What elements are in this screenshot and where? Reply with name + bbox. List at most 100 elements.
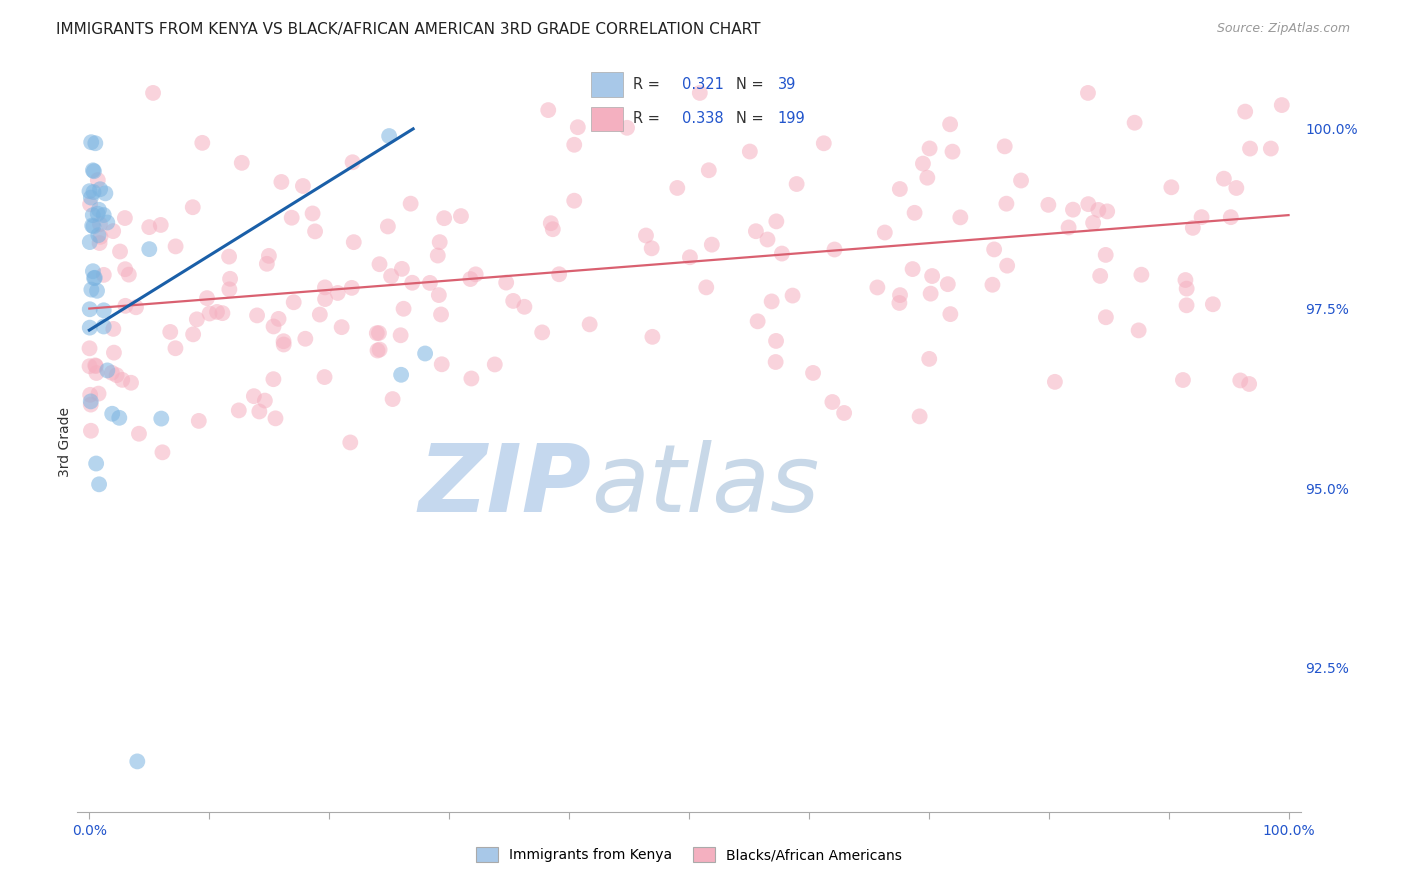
Point bbox=[86, 366, 108, 380]
Point bbox=[745, 224, 768, 238]
Point bbox=[427, 288, 450, 302]
Point bbox=[1219, 210, 1241, 224]
Point bbox=[666, 181, 689, 195]
Point bbox=[89, 182, 111, 196]
Point bbox=[314, 370, 336, 384]
Point bbox=[82, 208, 104, 222]
Point bbox=[1174, 273, 1197, 287]
Point bbox=[89, 217, 111, 231]
Point bbox=[93, 208, 115, 222]
Point bbox=[381, 392, 404, 406]
Point bbox=[1181, 220, 1204, 235]
Text: atlas: atlas bbox=[591, 441, 820, 532]
Point bbox=[94, 186, 117, 201]
Point bbox=[219, 272, 242, 286]
Point bbox=[413, 346, 436, 360]
Point bbox=[1057, 220, 1080, 235]
Point bbox=[262, 372, 284, 386]
Point bbox=[401, 276, 423, 290]
Point bbox=[1175, 282, 1198, 296]
Point bbox=[1175, 298, 1198, 312]
Point bbox=[634, 228, 657, 243]
Point bbox=[79, 359, 101, 374]
Point bbox=[738, 145, 761, 159]
Point bbox=[247, 404, 270, 418]
Point bbox=[484, 358, 506, 372]
Point bbox=[389, 368, 412, 382]
Text: 39: 39 bbox=[778, 78, 796, 93]
Point bbox=[1128, 323, 1150, 337]
Point bbox=[1010, 173, 1032, 187]
Point bbox=[138, 242, 160, 256]
Point bbox=[195, 291, 218, 305]
Point bbox=[231, 156, 253, 170]
Point bbox=[540, 216, 562, 230]
Point bbox=[103, 345, 125, 359]
Point bbox=[936, 277, 959, 292]
Point bbox=[1171, 373, 1194, 387]
Point bbox=[824, 243, 846, 257]
Text: N =: N = bbox=[737, 112, 763, 127]
Point bbox=[1229, 374, 1251, 388]
Point bbox=[80, 135, 103, 149]
Point bbox=[211, 306, 233, 320]
Point bbox=[343, 235, 366, 249]
Point bbox=[339, 435, 361, 450]
Text: N =: N = bbox=[737, 78, 763, 93]
Point bbox=[801, 366, 824, 380]
Point bbox=[205, 305, 228, 319]
Point bbox=[128, 426, 150, 441]
Point bbox=[995, 196, 1018, 211]
Point bbox=[87, 477, 110, 491]
Point bbox=[1271, 98, 1294, 112]
Point bbox=[198, 306, 221, 320]
Point bbox=[981, 277, 1004, 292]
Point bbox=[813, 136, 835, 151]
Text: R =: R = bbox=[633, 112, 664, 127]
Point bbox=[765, 214, 787, 228]
Point bbox=[1043, 375, 1066, 389]
Point bbox=[186, 312, 208, 326]
Point bbox=[578, 318, 600, 332]
Point bbox=[246, 309, 269, 323]
Point bbox=[939, 307, 962, 321]
Point bbox=[93, 319, 115, 334]
Point bbox=[821, 395, 844, 409]
Point bbox=[125, 300, 148, 314]
Point bbox=[616, 120, 638, 135]
Point bbox=[159, 325, 181, 339]
Point bbox=[82, 163, 104, 178]
Point bbox=[770, 246, 793, 260]
Point bbox=[82, 185, 104, 199]
Point bbox=[495, 276, 517, 290]
Point bbox=[430, 357, 453, 371]
Point bbox=[366, 326, 388, 341]
Point bbox=[257, 249, 280, 263]
Text: 0.321: 0.321 bbox=[682, 78, 724, 93]
Point bbox=[1094, 248, 1116, 262]
Point bbox=[368, 343, 391, 357]
Point bbox=[949, 211, 972, 225]
Point bbox=[761, 294, 783, 309]
FancyBboxPatch shape bbox=[591, 107, 623, 131]
Point bbox=[218, 250, 240, 264]
Point bbox=[1088, 268, 1111, 283]
Point bbox=[96, 215, 118, 229]
Point bbox=[79, 388, 101, 402]
Point bbox=[142, 86, 165, 100]
Point bbox=[1239, 142, 1261, 156]
Point bbox=[541, 222, 564, 236]
Point bbox=[1038, 198, 1060, 212]
Point bbox=[181, 200, 204, 214]
Point bbox=[256, 257, 278, 271]
Point bbox=[187, 414, 209, 428]
Point bbox=[87, 228, 110, 243]
Point bbox=[308, 308, 330, 322]
Point bbox=[93, 268, 115, 282]
Point bbox=[79, 235, 101, 249]
Point bbox=[89, 235, 111, 250]
Point bbox=[918, 351, 941, 366]
Point bbox=[86, 284, 108, 298]
Point bbox=[367, 343, 389, 358]
Point bbox=[433, 211, 456, 226]
